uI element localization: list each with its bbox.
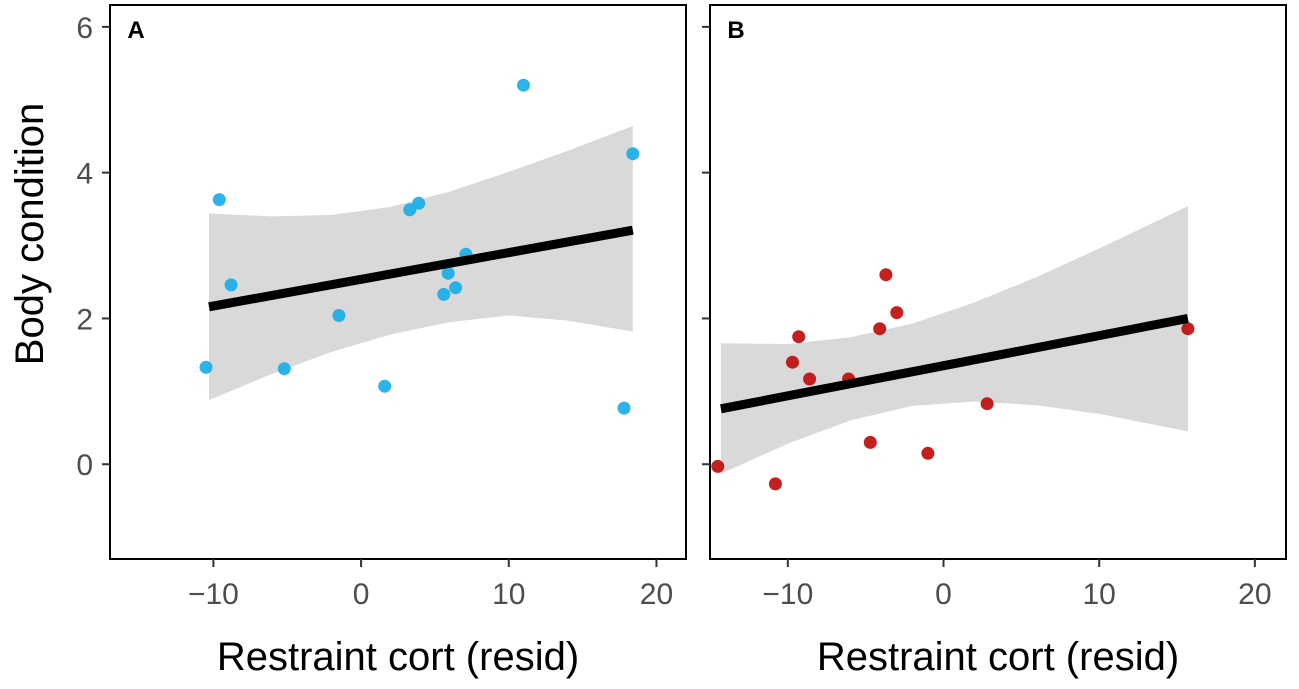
panel-a-x-tick-label-3: 20 (640, 578, 673, 611)
panel-a-x-axis-title: Restraint cort (resid) (217, 635, 579, 679)
panel-a-y-tick-label-1: 2 (76, 303, 93, 336)
panel-b-x-tick-label-3: 20 (1238, 578, 1271, 611)
panel-a-label: A (127, 17, 144, 44)
panel-a-x-tick-label-2: 10 (492, 578, 525, 611)
panel-a-x-tick-label-1: 0 (353, 578, 370, 611)
panel-a-fit-line (208, 225, 634, 312)
panel-b-point-4 (792, 330, 806, 344)
panel-a-point-14 (617, 401, 631, 415)
panel-b-ci-ribbon (720, 206, 1188, 474)
panel-a-point-15 (626, 147, 640, 161)
panel-b-point-8 (873, 322, 887, 336)
panel-b-x-axis-title: Restraint cort (resid) (817, 635, 1179, 679)
panel-b-point-10 (890, 306, 904, 320)
panel-a-point-9 (437, 287, 451, 301)
y-axis-title: Body condition (8, 103, 52, 365)
panel-b-point-11 (921, 446, 935, 460)
panel-a-point-5 (332, 309, 346, 322)
panel-a-point-7 (403, 203, 417, 217)
panel-b-x-tick-label-2: 10 (1083, 578, 1116, 611)
panel-b-point-2 (768, 477, 782, 491)
panel-a-point-3 (224, 278, 238, 292)
panel-a-frame (109, 4, 687, 560)
panel-b-point-3 (786, 355, 799, 369)
panel-a-y-tick-label-2: 4 (76, 158, 93, 191)
panel-b-point-7 (863, 435, 877, 449)
panel-b-fit-line (720, 313, 1189, 414)
panel-a-point-11 (449, 281, 463, 295)
panel-b-x-tick-label-0: −10 (762, 578, 813, 611)
panel-b-point-12 (980, 397, 994, 411)
panel-b-x-tick-label-1: 0 (935, 578, 952, 611)
panel-a-ci-ribbon (209, 126, 633, 401)
panel-a-y-tick-label-0: 0 (76, 449, 93, 482)
panel-a-point-8 (412, 196, 426, 210)
panel-a-y-tick-label-3: 6 (76, 12, 93, 45)
panel-a-point-6 (378, 379, 392, 393)
panel-b-point-13 (1181, 322, 1195, 336)
panel-b-frame (709, 4, 1287, 560)
panel-b-point-9 (879, 268, 893, 282)
panel-a-point-1 (199, 360, 213, 374)
panel-b: −10 0 10 20 Restraint cort (resid) B (702, 4, 1287, 679)
panel-a-x-tick-label-0: −10 (188, 578, 239, 611)
panel-a-point-4 (277, 362, 291, 376)
panel-a-point-13 (517, 78, 530, 92)
panel-b-label: B (727, 17, 744, 44)
panel-a: −10 0 10 20 0 2 4 6 Restraint cort (resid) A (76, 4, 687, 679)
panel-b-point-5 (803, 372, 817, 386)
panel-b-point-1 (711, 459, 725, 473)
panel-a-point-10 (441, 266, 455, 280)
panel-a-point-2 (212, 193, 226, 207)
